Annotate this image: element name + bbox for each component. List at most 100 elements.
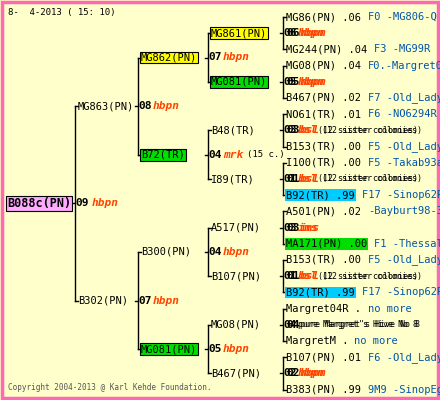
Text: MG862(PN): MG862(PN) [141, 52, 197, 62]
Text: 05: 05 [208, 344, 221, 354]
Text: F17 -Sinop62R: F17 -Sinop62R [362, 287, 440, 297]
Text: B92(TR) .99: B92(TR) .99 [286, 190, 355, 200]
Text: pure Margret's Hive No 8: pure Margret's Hive No 8 [300, 320, 420, 329]
Text: MG081(PN): MG081(PN) [211, 77, 267, 87]
Text: hbpn: hbpn [300, 368, 327, 378]
Text: F1 -Thessal99R: F1 -Thessal99R [374, 239, 440, 249]
Text: (12 sister colonies): (12 sister colonies) [322, 272, 422, 281]
Text: NO61(TR) .01: NO61(TR) .01 [286, 109, 361, 119]
Text: ins: ins [298, 222, 318, 232]
Text: no more: no more [368, 304, 412, 314]
Text: MG08(PN) .04: MG08(PN) .04 [286, 61, 361, 70]
Text: 01: 01 [283, 271, 297, 281]
Text: F5 -Old_Lady: F5 -Old_Lady [368, 254, 440, 266]
Text: F6 -NO6294R: F6 -NO6294R [368, 109, 437, 119]
Text: B467(PN): B467(PN) [211, 368, 261, 378]
Text: MA171(PN) .00: MA171(PN) .00 [286, 239, 367, 249]
Text: bsl: bsl [298, 271, 318, 281]
Text: (12 sister colonies): (12 sister colonies) [322, 126, 422, 135]
Text: (12 sister colonies): (12 sister colonies) [318, 126, 418, 135]
Text: I89(TR): I89(TR) [211, 174, 255, 184]
Text: 07: 07 [208, 52, 221, 62]
Text: bsl: bsl [300, 271, 320, 281]
Text: B088c(PN): B088c(PN) [7, 197, 71, 210]
Text: 09: 09 [75, 198, 88, 208]
Text: MG861(PN): MG861(PN) [211, 28, 267, 38]
Text: hbpn: hbpn [223, 52, 250, 62]
Text: 04: 04 [208, 247, 221, 257]
Text: bsl: bsl [300, 174, 320, 184]
Text: MG244(PN) .04: MG244(PN) .04 [286, 44, 367, 54]
Text: -Bayburt98-3R: -Bayburt98-3R [368, 206, 440, 216]
Text: hbpn: hbpn [153, 296, 180, 306]
Text: B383(PN) .99: B383(PN) .99 [286, 384, 361, 394]
Text: 01: 01 [286, 174, 300, 184]
Text: bsl: bsl [298, 125, 318, 135]
Text: F7 -Old_Lady: F7 -Old_Lady [368, 92, 440, 104]
Text: B48(TR): B48(TR) [211, 125, 255, 135]
Text: pure Margret's Hive No 8: pure Margret's Hive No 8 [298, 320, 418, 329]
Text: B153(TR) .00: B153(TR) .00 [286, 255, 361, 265]
Text: 03: 03 [286, 222, 300, 232]
Text: 01: 01 [283, 174, 297, 184]
Text: 04: 04 [283, 320, 297, 330]
Text: I100(TR) .00: I100(TR) .00 [286, 158, 361, 168]
Text: mrk: mrk [223, 150, 243, 160]
Text: 04: 04 [286, 320, 300, 330]
Text: 03: 03 [283, 125, 297, 135]
Text: F3 -MG99R: F3 -MG99R [374, 44, 430, 54]
Text: B107(PN): B107(PN) [211, 271, 261, 281]
Text: hbpn: hbpn [223, 247, 250, 257]
Text: F5 -Old_Lady: F5 -Old_Lady [368, 141, 440, 152]
Text: B302(PN): B302(PN) [78, 296, 128, 306]
Text: B300(PN): B300(PN) [141, 247, 191, 257]
Text: (15 c.): (15 c.) [247, 150, 285, 159]
Text: hbpn: hbpn [300, 28, 327, 38]
Text: 07: 07 [138, 296, 151, 306]
Text: Margret04R .: Margret04R . [286, 304, 361, 314]
Text: A517(PN): A517(PN) [211, 222, 261, 232]
Text: 03: 03 [283, 222, 297, 232]
Text: 8-  4-2013 ( 15: 10): 8- 4-2013 ( 15: 10) [8, 8, 116, 17]
Text: MargretM .: MargretM . [286, 336, 348, 346]
Text: 03: 03 [286, 125, 300, 135]
Text: MG863(PN): MG863(PN) [78, 101, 134, 111]
Text: hbpn: hbpn [298, 77, 325, 87]
Text: Copyright 2004-2013 @ Karl Kehde Foundation.: Copyright 2004-2013 @ Karl Kehde Foundat… [8, 383, 212, 392]
Text: B153(TR) .00: B153(TR) .00 [286, 142, 361, 152]
Text: A501(PN) .02: A501(PN) .02 [286, 206, 361, 216]
Text: hbpn: hbpn [298, 368, 325, 378]
Text: 08: 08 [138, 101, 151, 111]
Text: B72(TR): B72(TR) [141, 150, 185, 160]
Text: B92(TR) .99: B92(TR) .99 [286, 287, 355, 297]
Text: 9M9 -SinopEgg86R: 9M9 -SinopEgg86R [368, 384, 440, 394]
Text: hbpn: hbpn [153, 101, 180, 111]
Text: (12 sister colonies): (12 sister colonies) [318, 272, 418, 281]
Text: 02: 02 [286, 368, 300, 378]
Text: (12 sister colonies): (12 sister colonies) [318, 174, 418, 184]
Text: hbpn: hbpn [300, 77, 327, 87]
Text: 05: 05 [283, 77, 297, 87]
Text: F0 -MG806-Q: F0 -MG806-Q [368, 12, 437, 22]
Text: 01: 01 [286, 271, 300, 281]
Text: F17 -Sinop62R: F17 -Sinop62R [362, 190, 440, 200]
Text: MG081(PN): MG081(PN) [141, 344, 197, 354]
Text: hbpn: hbpn [92, 198, 119, 208]
Text: (12 sister colonies): (12 sister colonies) [322, 174, 422, 184]
Text: F6 -Old_Lady: F6 -Old_Lady [368, 352, 440, 363]
Text: MG08(PN): MG08(PN) [211, 320, 261, 330]
Text: 06: 06 [286, 28, 300, 38]
Text: hbpn: hbpn [223, 344, 250, 354]
Text: B467(PN) .02: B467(PN) .02 [286, 93, 361, 103]
Text: F0.-Margret04R: F0.-Margret04R [368, 61, 440, 70]
Text: MG86(PN) .06: MG86(PN) .06 [286, 12, 361, 22]
Text: 06: 06 [283, 28, 297, 38]
Text: 02: 02 [283, 368, 297, 378]
Text: bsl: bsl [298, 174, 318, 184]
Text: no more: no more [354, 336, 398, 346]
Text: F5 -Takab93aR: F5 -Takab93aR [368, 158, 440, 168]
Text: hbpn: hbpn [298, 28, 325, 38]
Text: 05: 05 [286, 77, 300, 87]
Text: bsl: bsl [300, 125, 320, 135]
Text: ins: ins [300, 222, 320, 232]
